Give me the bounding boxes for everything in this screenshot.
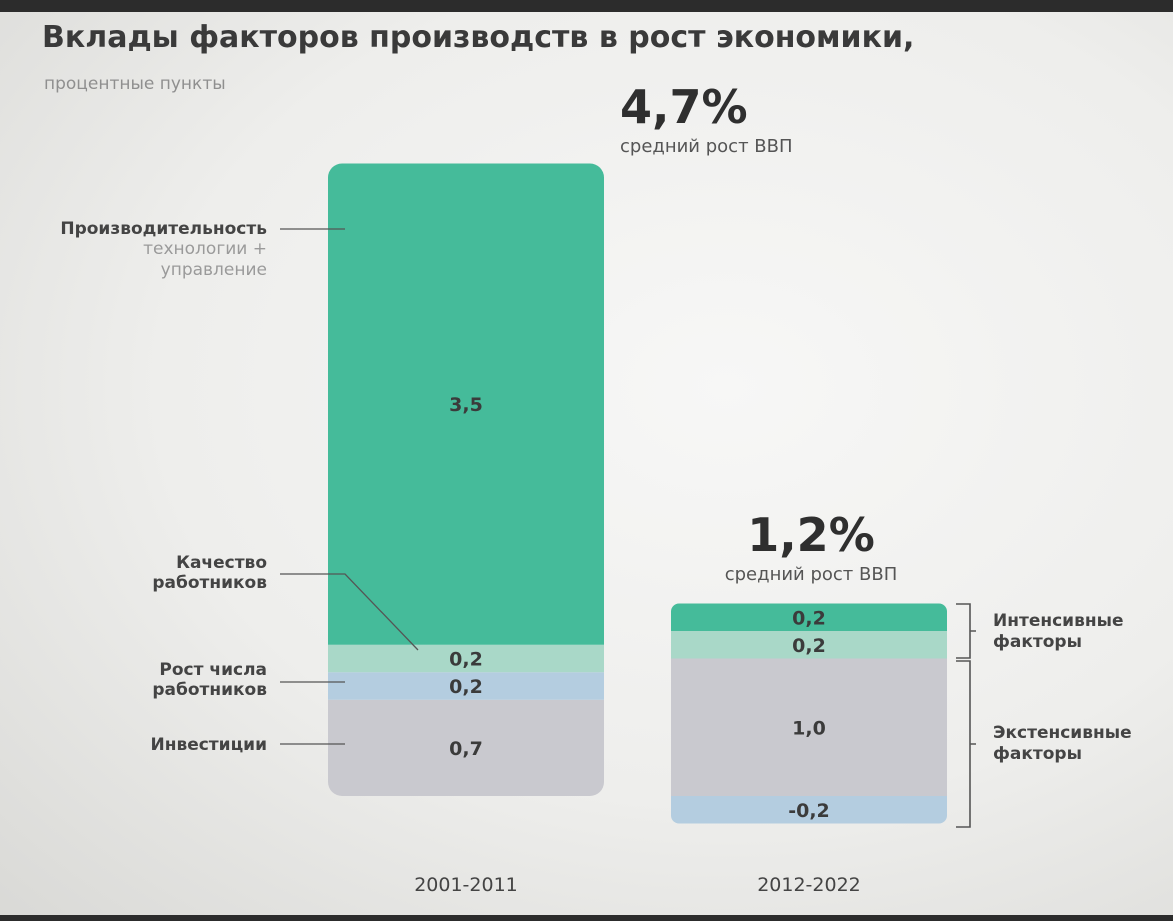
- category-label-2001-2011: 2001-2011: [414, 874, 518, 896]
- bar-segment-2012-2022-3: [671, 658, 947, 796]
- bottom-edge: [0, 915, 1173, 921]
- group-label-intensive: Интенсивные факторы: [993, 611, 1124, 654]
- bar-group-2001-2011: [328, 163, 604, 796]
- bar-segment-2001-2011-0: [328, 163, 604, 645]
- label-investment: Инвестиции: [150, 735, 267, 755]
- bar-segment-2001-2011-2: [328, 672, 604, 700]
- label-productivity-sub-2: управление: [160, 259, 267, 280]
- category-label-2012-2022: 2012-2022: [757, 874, 861, 896]
- label-workers-growth: Рост числа работников: [152, 660, 267, 701]
- total-2012-2022: 1,2% средний рост ВВП: [696, 512, 926, 585]
- bar-segment-2001-2011-3: [328, 699, 604, 796]
- value-label-2001-2011-1: 0,2: [449, 649, 483, 671]
- brace-extensive: [956, 660, 976, 828]
- label-productivity-sub-1: технологии +: [143, 239, 267, 260]
- group-label-extensive: Экстенсивные факторы: [993, 723, 1132, 766]
- value-label-2001-2011-3: 0,7: [449, 738, 483, 760]
- label-productivity: Производительность технологии + управлен…: [60, 219, 267, 280]
- leader-quality: [280, 573, 419, 651]
- brace-intensive: [956, 603, 976, 659]
- bar-segment-2012-2022-0: [671, 603, 947, 631]
- value-label-2012-2022-0: 0,2: [792, 607, 826, 629]
- group-intensive-line-1: Интенсивные: [993, 611, 1124, 631]
- top-edge: [0, 0, 1173, 12]
- label-workers-growth-line-2: работников: [152, 680, 267, 701]
- value-label-2001-2011-2: 0,2: [449, 676, 483, 698]
- value-label-2001-2011-0: 3,5: [449, 394, 483, 416]
- value-label-2012-2022-3: 1,0: [792, 717, 826, 739]
- group-extensive-line-2: факторы: [993, 744, 1082, 765]
- bar-segment-2012-2022-1: [671, 631, 947, 659]
- value-label-2012-2022-2: -0,2: [788, 800, 830, 822]
- value-label-2012-2022-1: 0,2: [792, 635, 826, 657]
- chart-title: Вклады факторов производств в рост эконо…: [42, 20, 915, 55]
- label-quality-line-2: работников: [152, 573, 267, 594]
- group-intensive-line-2: факторы: [993, 632, 1082, 653]
- total-label-2012-2022: средний рост ВВП: [724, 564, 898, 585]
- total-value-2012-2022: 1,2%: [747, 508, 875, 562]
- label-quality-line-1: Качество: [176, 553, 267, 573]
- chart-subtitle: процентные пункты: [44, 74, 226, 94]
- label-productivity-title: Производительность: [60, 219, 267, 239]
- label-investment-text: Инвестиции: [150, 735, 267, 755]
- total-2001-2011: 4,7% средний рост ВВП: [620, 84, 793, 157]
- bar-segment-2001-2011-1: [328, 644, 604, 673]
- label-quality: Качество работников: [152, 553, 267, 594]
- total-label-2001-2011: средний рост ВВП: [620, 136, 793, 157]
- bar-group-2012-2022: [671, 603, 947, 824]
- label-workers-growth-line-1: Рост числа: [159, 660, 267, 680]
- bar-segment-2012-2022-2: [671, 796, 947, 824]
- total-value-2001-2011: 4,7%: [620, 80, 748, 134]
- group-extensive-line-1: Экстенсивные: [993, 723, 1132, 743]
